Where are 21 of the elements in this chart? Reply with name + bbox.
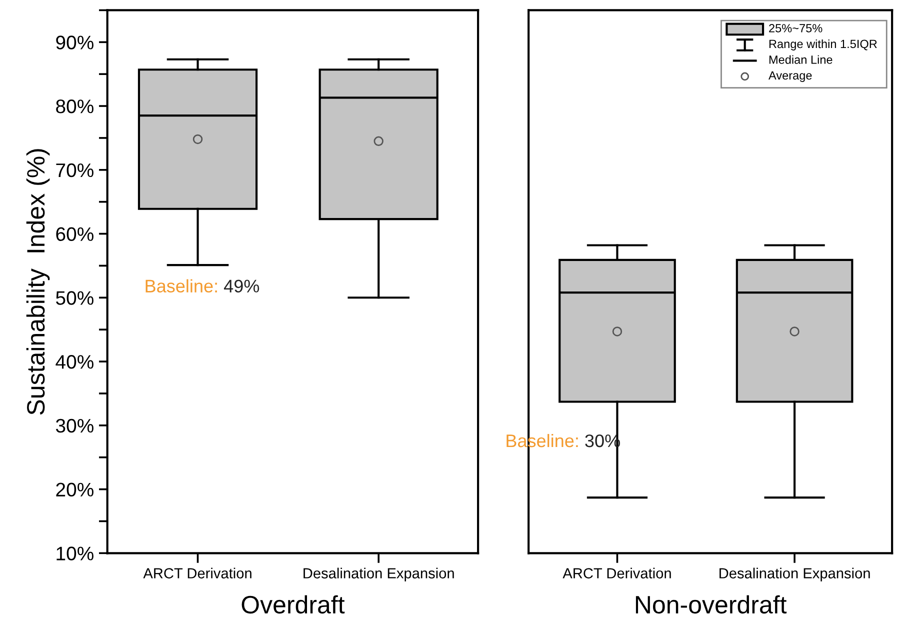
y-tick-label: 30% (56, 418, 94, 433)
y-tick-label: 70% (56, 163, 94, 178)
x-tick-label: ARCT Derivation (562, 568, 671, 578)
annotation: Range within 1.5IQR (769, 39, 877, 50)
annotation: 25%~75% (769, 24, 822, 32)
x-tick-label: Desalination Expansion (720, 568, 870, 582)
annotation: Median Line (769, 55, 832, 64)
y-tick-label: 90% (56, 36, 94, 50)
y-axis-title: Sustainability Index (%) (26, 149, 50, 415)
x-axis-title: Non-overdraft (636, 595, 787, 614)
y-tick-label: 80% (56, 99, 94, 114)
y-tick-label: 50% (56, 291, 94, 305)
y-tick-label: 60% (56, 227, 94, 242)
y-tick-label: 10% (56, 546, 94, 560)
y-tick-label: 20% (56, 482, 94, 497)
x-axis-title: Overdraft (242, 595, 345, 614)
annotation: Baseline: 49% (146, 279, 260, 292)
x-tick-label: Desalination Expansion (304, 568, 454, 582)
y-tick-label: 40% (56, 354, 94, 369)
annotation: Average (768, 71, 812, 82)
x-tick-label: ARCT Derivation (143, 568, 252, 578)
